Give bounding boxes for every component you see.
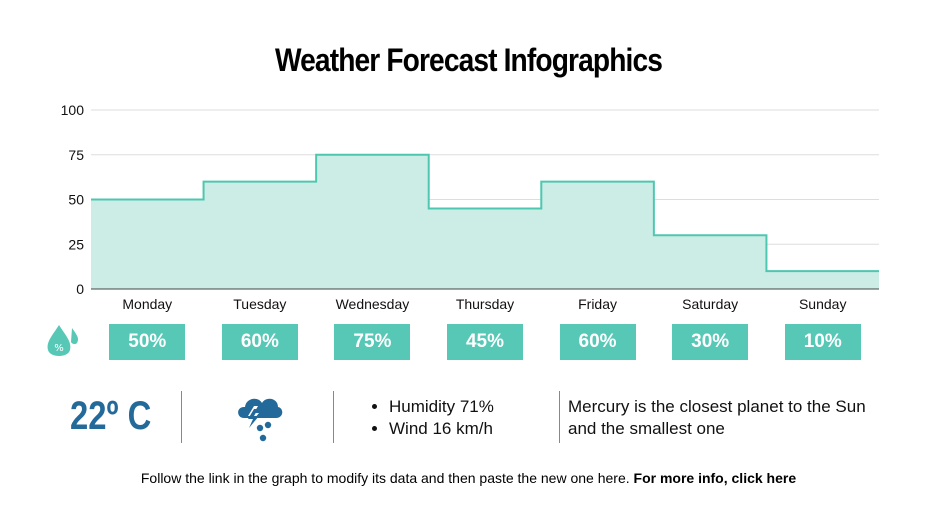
- humidity-detail: Humidity 71%: [389, 396, 494, 418]
- area-fill: [91, 154, 879, 289]
- wind-detail: Wind 16 km/h: [389, 418, 494, 440]
- chart-title: Weather Forecast Infographics: [274, 42, 663, 78]
- footer: Follow the link in the graph to modify i…: [0, 470, 937, 486]
- precipitation-badge: 10%: [784, 324, 861, 360]
- divider: [181, 391, 182, 443]
- humidity-icon: %: [44, 322, 80, 367]
- precipitation-badge: 30%: [672, 324, 749, 360]
- svg-text:%: %: [54, 343, 64, 354]
- precipitation-badge: 45%: [447, 324, 523, 360]
- divider: [559, 391, 560, 443]
- divider: [333, 391, 334, 443]
- temperature: 22º C: [70, 394, 152, 438]
- precipitation-badge: 60%: [559, 324, 636, 360]
- more-info-link[interactable]: For more info, click here: [633, 470, 797, 486]
- x-tick-label: Sunday: [799, 296, 846, 312]
- x-tick-label: Thursday: [456, 296, 514, 312]
- x-tick-label: Wednesday: [336, 296, 410, 312]
- y-tick-label: 25: [68, 236, 84, 252]
- details-list: Humidity 71% Wind 16 km/h: [356, 396, 494, 440]
- thunderstorm-icon: [232, 392, 284, 449]
- y-tick-label: 100: [61, 102, 85, 118]
- precipitation-badge: 60%: [221, 324, 298, 360]
- y-tick-label: 75: [68, 147, 84, 163]
- precipitation-badge: 50%: [109, 324, 186, 360]
- x-tick-label: Monday: [122, 296, 172, 312]
- y-tick-label: 0: [76, 281, 84, 297]
- x-tick-label: Friday: [578, 296, 617, 312]
- x-tick-label: Saturday: [682, 296, 738, 312]
- series-line: [91, 153, 879, 273]
- step-area-chart: 0 25 50 75 100 Monday Tuesday Wednesday Thursday…: [61, 102, 879, 312]
- footer-text: Follow the link in the graph to modify i…: [140, 470, 634, 486]
- y-tick-label: 50: [68, 192, 84, 208]
- precipitation-badge: 75%: [334, 324, 411, 360]
- x-tick-label: Tuesday: [233, 296, 286, 312]
- note-text: Mercury is the closest planet to the Sun…: [568, 397, 866, 438]
